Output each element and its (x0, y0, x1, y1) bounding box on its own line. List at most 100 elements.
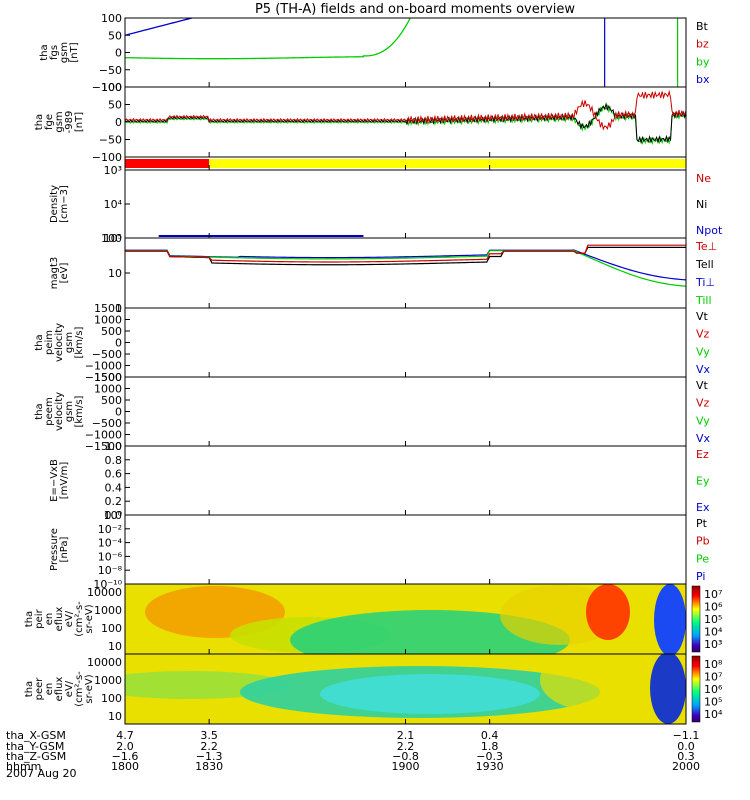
series-by (125, 18, 411, 60)
y-tick-label: −1500 (85, 371, 122, 384)
y-axis-label-line: fgs (49, 45, 60, 60)
y-axis-label: tha fgs gsm [nT] (39, 42, 80, 63)
mode-bar-segment (125, 159, 210, 168)
panel-frame (124, 17, 687, 88)
y-tick-label: −50 (99, 134, 122, 147)
y-axis-label-line: eV/ (64, 680, 75, 697)
y-axis-label: Density [cm−3] (49, 185, 70, 223)
y-tick-label: 10⁻⁶ (98, 550, 123, 563)
colorbar-tick-label: 10⁷ (704, 671, 722, 684)
y-tick-label: 10000 (87, 586, 122, 599)
footer-value: 1900 (392, 760, 420, 773)
legend-entry: by (696, 55, 710, 68)
panel-frame (124, 169, 687, 239)
y-tick-label: −1500 (85, 440, 122, 453)
footer-value: −0.8 (392, 750, 419, 763)
y-axis-label-line: [eV] (59, 263, 70, 284)
legend-entry: Ez (696, 448, 709, 461)
y-axis-label-line: [cm−3] (59, 185, 70, 223)
legend-entry: Vx (696, 363, 711, 376)
y-axis-label-line: tha (24, 611, 35, 627)
series-ti-perp (125, 249, 686, 281)
panel-frame (124, 376, 687, 447)
y-tick-label: −500 (92, 348, 122, 361)
y-tick-label: −100 (92, 151, 122, 164)
footer-value: 1830 (195, 760, 223, 773)
y-tick-label: 10⁻⁸ (98, 564, 123, 577)
y-axis-label-line: tha (34, 114, 45, 130)
legend-entry: Vt (696, 379, 709, 392)
y-tick-label: 1000 (94, 604, 122, 617)
y-tick-label: 0.8 (105, 454, 123, 467)
y-tick-label: 500 (101, 325, 122, 338)
y-axis-label-line: [mV/m] (59, 462, 70, 500)
y-tick-label: −1000 (85, 429, 122, 442)
series-te-para (125, 246, 686, 266)
ephemeris-footer: tha_X-GSMtha_Y-GSMtha_Z-GSMhhmm4.72.0−1.… (6, 729, 700, 773)
footer-row-label: tha_Y-GSM (6, 740, 64, 753)
spectrogram-region (586, 584, 630, 640)
y-axis-label-line: eflux (54, 607, 65, 632)
panel-2 (124, 156, 687, 171)
y-tick-label: 10⁰ (104, 509, 123, 522)
y-tick-label: 1500 (94, 371, 122, 384)
figure-title: P5 (TH-A) fields and on-board moments ov… (255, 2, 575, 17)
y-axis-label-line: tha (34, 403, 45, 419)
y-axis-label-line: eV/ (64, 610, 75, 627)
y-tick-label: 50 (108, 99, 122, 112)
y-axis-label: Pressure [nPa] (49, 528, 70, 571)
y-tick-label: 10 (108, 710, 122, 723)
panel-frame (124, 514, 687, 585)
legend-entry: Pe (696, 552, 709, 565)
legend-entry: Tell (695, 258, 714, 271)
footer-value: 0.3 (677, 750, 695, 763)
footer-value: 3.5 (200, 729, 218, 742)
y-tick-label: 0 (115, 406, 122, 419)
y-tick-label: 10 (108, 640, 122, 653)
legend-entry: Npot (696, 224, 723, 237)
y-axis-label-line: sr-eV) (84, 604, 95, 633)
spectrogram-region (654, 584, 686, 654)
legend-entry: bz (696, 38, 709, 51)
colorbar-tick-label: 10⁴ (704, 708, 723, 721)
legend-entry: Ti⊥ (695, 276, 715, 289)
y-tick-label: 1000 (94, 383, 122, 396)
y-tick-label: 0.6 (105, 468, 123, 481)
y-axis-label-line: peim (44, 330, 55, 355)
legend-entry: Pi (696, 570, 705, 583)
legend-entry: Vx (696, 432, 711, 445)
legend-entry: Bt (696, 20, 709, 33)
y-axis-label-line: peem (44, 397, 55, 425)
y-tick-label: −100 (92, 81, 122, 94)
y-axis-label-line: sr-eV) (84, 674, 95, 703)
y-tick-label: 1000 (94, 314, 122, 327)
y-axis-label-line: eflux (54, 677, 65, 702)
footer-value: 2.2 (200, 740, 218, 753)
legend-entry: bx (696, 73, 710, 86)
y-tick-label: 10000 (87, 656, 122, 669)
y-axis-label-line: tha (34, 334, 45, 350)
y-tick-label: −1000 (85, 360, 122, 373)
footer-value: 1.8 (481, 740, 499, 753)
panel-10: 10000 1000 100 10 tha peer en eflux eV/(cm²-s-sr… (24, 653, 723, 725)
series-bx (125, 18, 193, 36)
legend-entry: Vz (696, 397, 710, 410)
series-ti-para (125, 249, 686, 287)
panel-frame (124, 307, 687, 378)
y-axis-label-line: -989 (64, 111, 75, 134)
mode-bar-segment (209, 159, 686, 168)
y-axis-label: tha peer en eflux eV/(cm²-s-sr-eV) (24, 671, 95, 707)
legend-entry: Vy (696, 345, 710, 358)
y-tick-label: 10³ (104, 164, 122, 177)
y-axis-label-line: Pressure (49, 528, 60, 571)
footer-value: 1800 (111, 760, 139, 773)
panel-9: 10000 1000 100 10 tha peir en eflux eV/(cm²-s-sr… (24, 583, 723, 655)
y-tick-label: 0 (115, 337, 122, 350)
footer-value: 4.7 (116, 729, 134, 742)
y-axis-label-line: gsm (64, 332, 75, 353)
y-tick-label: 10⁴ (104, 198, 123, 211)
